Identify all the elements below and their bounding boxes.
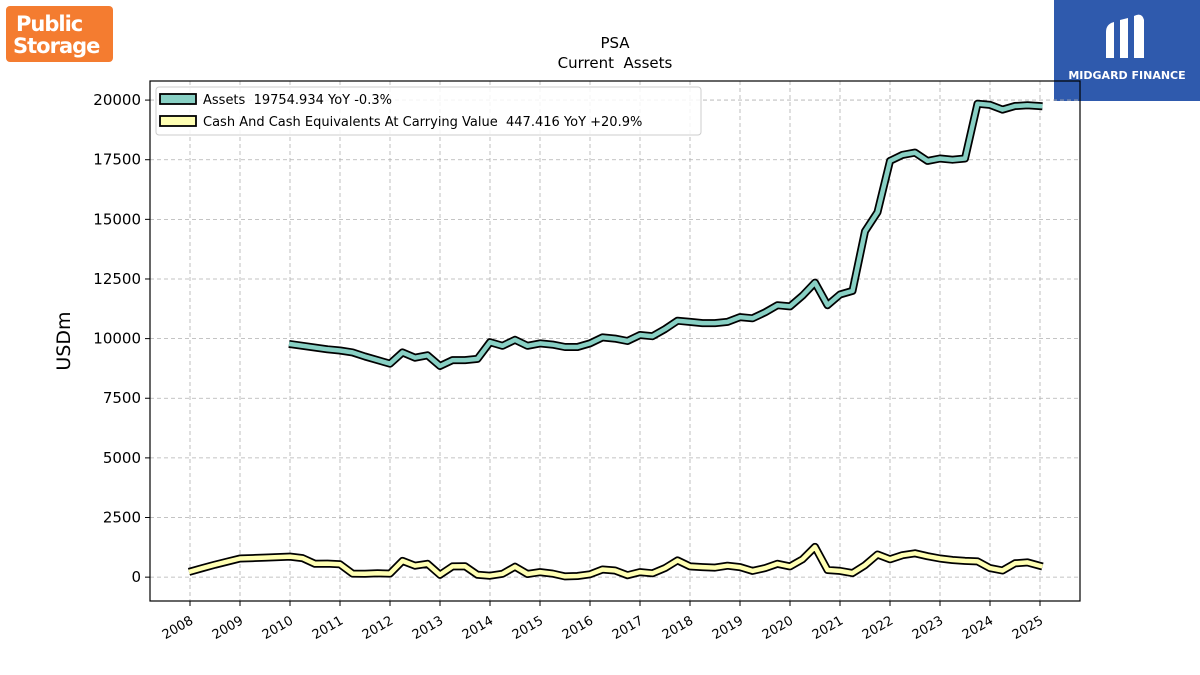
logo-line-1: Public xyxy=(16,12,83,36)
midgard-emblem-icon xyxy=(1106,14,1144,58)
midgard-finance-logo: MIDGARD FINANCE xyxy=(1054,0,1200,101)
x-tick-label: 2018 xyxy=(660,613,696,643)
plot-area-frame xyxy=(149,80,1081,602)
logo-line-2: Storage xyxy=(13,34,100,58)
x-tick-label: 2015 xyxy=(510,613,546,643)
x-tick-label: 2023 xyxy=(910,613,946,643)
x-tick-label: 2012 xyxy=(360,613,396,643)
x-tick-label: 2011 xyxy=(310,613,346,643)
x-tick-label: 2022 xyxy=(860,613,896,643)
x-tick-label: 2010 xyxy=(260,613,296,643)
x-tick-label: 2016 xyxy=(560,613,596,643)
y-tick-label: 17500 xyxy=(93,151,141,169)
legend-box xyxy=(155,86,702,136)
legend-swatch-assets xyxy=(159,93,197,105)
chart-subtitle: Current Assets xyxy=(558,54,673,72)
legend-entry-cash: Cash And Cash Equivalents At Carrying Va… xyxy=(203,115,642,130)
y-tick-label: 2500 xyxy=(103,509,141,527)
midgard-finance-name: MIDGARD FINANCE xyxy=(1068,69,1186,82)
y-tick-label: 5000 xyxy=(103,449,141,467)
x-tick-label: 2024 xyxy=(960,613,996,643)
x-tick-label: 2020 xyxy=(760,613,796,643)
series-assets-line xyxy=(288,101,1043,369)
x-tick-label: 2009 xyxy=(210,613,246,643)
x-tick-label: 2017 xyxy=(610,613,646,643)
series-cash-line xyxy=(188,544,1044,579)
legend: Assets 19754.934 YoY -0.3% Cash And Cash… xyxy=(155,86,702,136)
legend-entry-assets: Assets 19754.934 YoY -0.3% xyxy=(203,93,392,108)
y-axis: 0 2500 5000 7500 10000 12500 15000 17500 20000 xyxy=(93,91,150,586)
y-tick-label: 15000 xyxy=(93,210,141,228)
x-tick-label: 2019 xyxy=(710,613,746,643)
x-tick-label: 2013 xyxy=(410,613,446,643)
x-tick-label: 2021 xyxy=(810,613,846,643)
x-tick-label: 2025 xyxy=(1010,613,1046,643)
chart-title: PSA xyxy=(600,34,630,52)
y-axis-label: USDm xyxy=(53,311,75,370)
legend-swatch-cash xyxy=(159,115,197,127)
x-tick-label: 2014 xyxy=(460,613,496,643)
public-storage-logo: Public Storage xyxy=(6,6,113,62)
y-tick-label: 20000 xyxy=(93,91,141,109)
y-tick-label: 10000 xyxy=(93,330,141,348)
y-tick-label: 12500 xyxy=(93,270,141,288)
series-layer xyxy=(187,99,1044,581)
y-tick-label: 7500 xyxy=(103,389,141,407)
x-tick-label: 2008 xyxy=(160,613,196,643)
x-axis: 2008 2009 2010 2011 2012 2013 2014 2015 2016 2017… xyxy=(160,601,1046,643)
y-tick-label: 0 xyxy=(131,568,141,586)
